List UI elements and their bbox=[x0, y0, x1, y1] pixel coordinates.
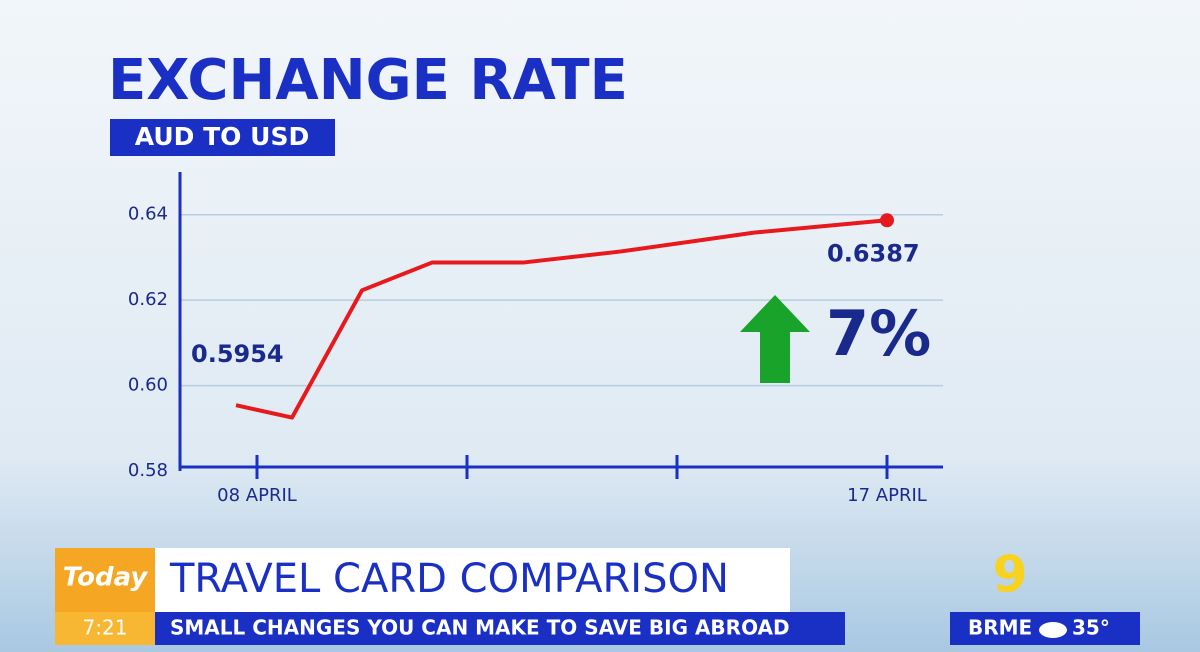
brand-box bbox=[55, 548, 155, 612]
line bbox=[235, 218, 888, 420]
time-box bbox=[55, 612, 155, 645]
subline-box bbox=[155, 612, 845, 645]
y-tick-label: 0.58 bbox=[128, 460, 168, 481]
headline-box bbox=[155, 548, 790, 612]
city: BRME bbox=[968, 616, 1032, 640]
headline: TRAVEL CARD COMPARISON bbox=[169, 556, 729, 602]
end-point bbox=[880, 213, 894, 228]
y-tick-label: 0.62 bbox=[128, 289, 168, 310]
up-arrow bbox=[740, 295, 810, 383]
end-value-label: 0.6387 bbox=[827, 239, 920, 267]
temperature: 35° bbox=[1072, 616, 1110, 640]
time: 7:21 bbox=[83, 616, 128, 640]
x-tick-label: 08 APRIL bbox=[217, 485, 297, 506]
start-value-label: 0.5954 bbox=[191, 340, 284, 368]
channel-logo: 9 bbox=[993, 546, 1028, 604]
subtitle-box bbox=[110, 119, 335, 156]
y-tick-label: 0.60 bbox=[128, 375, 168, 396]
chart-subtitle: AUD TO USD bbox=[135, 122, 309, 151]
subline: SMALL CHANGES YOU CAN MAKE TO SAVE BIG A… bbox=[170, 616, 790, 640]
x-tick-label: 17 APRIL bbox=[847, 485, 927, 506]
weather-icon bbox=[1039, 622, 1067, 638]
plot: 0.58 0.60 0.62 0.64 08 APRIL 17 APRIL 0.5954 0.… bbox=[128, 172, 943, 506]
change-label: 7% bbox=[826, 297, 931, 370]
chart-title: EXCHANGE RATE bbox=[108, 48, 628, 113]
brand: Today bbox=[63, 563, 149, 593]
y-tick-label: 0.64 bbox=[128, 204, 168, 225]
